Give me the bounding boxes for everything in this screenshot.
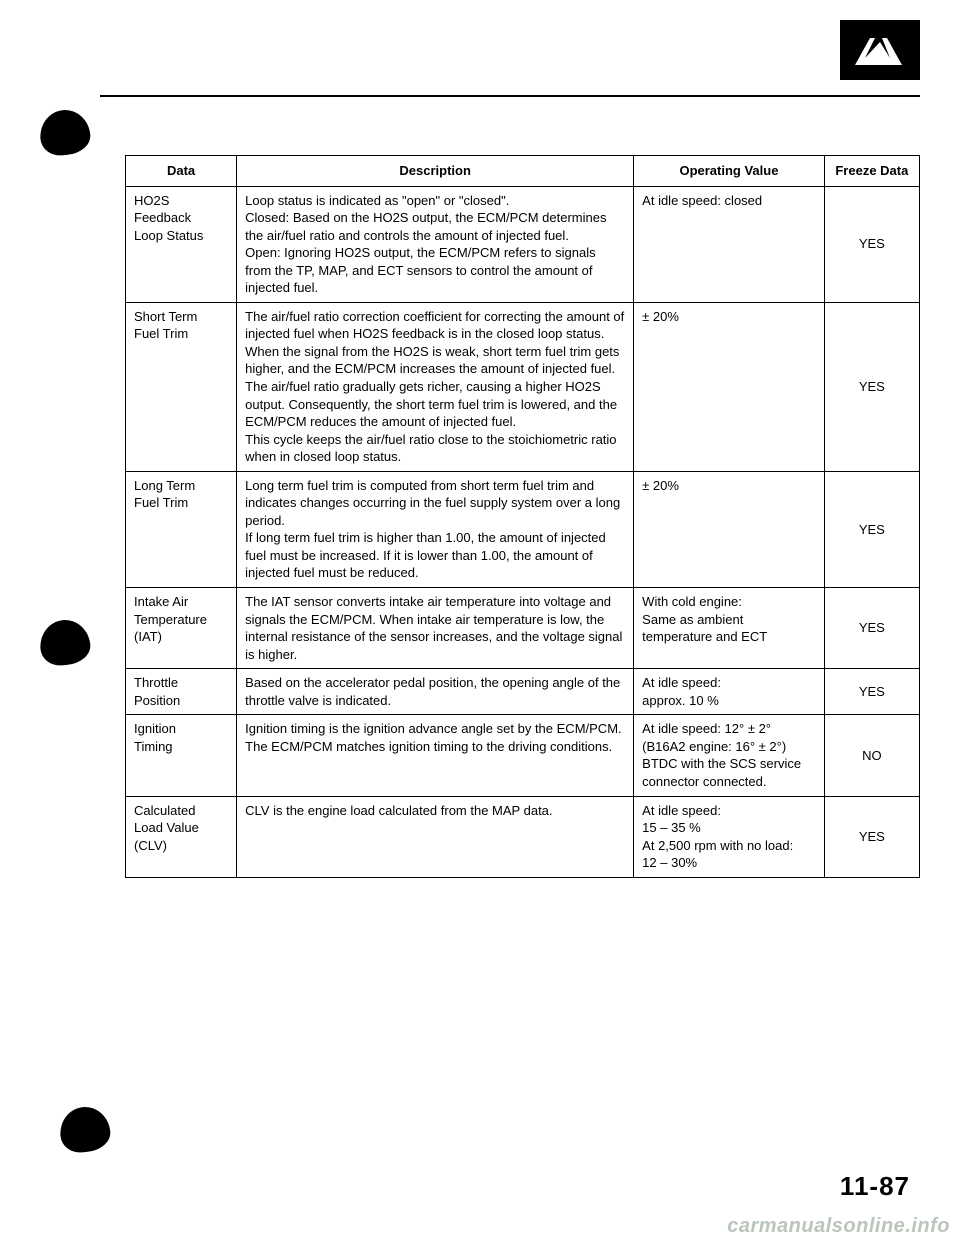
- cell-data: HO2SFeedbackLoop Status: [126, 186, 237, 302]
- col-freeze: Freeze Data: [824, 156, 919, 187]
- cell-operating: With cold engine:Same as ambient tempera…: [634, 588, 825, 669]
- table-header-row: Data Description Operating Value Freeze …: [126, 156, 920, 187]
- cell-data: Short TermFuel Trim: [126, 302, 237, 471]
- cell-description: CLV is the engine load calculated from t…: [237, 796, 634, 877]
- punch-mark-top: [38, 108, 92, 157]
- cell-freeze: YES: [824, 588, 919, 669]
- table-body: HO2SFeedbackLoop Status Loop status is i…: [126, 186, 920, 877]
- cell-operating: At idle speed:approx. 10 %: [634, 669, 825, 715]
- punch-mark-bottom: [58, 1105, 112, 1154]
- page: Data Description Operating Value Freeze …: [0, 0, 960, 1242]
- table-row: IgnitionTiming Ignition timing is the ig…: [126, 715, 920, 796]
- table-row: Short TermFuel Trim The air/fuel ratio c…: [126, 302, 920, 471]
- page-number: 11-87: [840, 1171, 910, 1202]
- watermark: carmanualsonline.info: [727, 1215, 950, 1238]
- table-row: HO2SFeedbackLoop Status Loop status is i…: [126, 186, 920, 302]
- cell-freeze: YES: [824, 471, 919, 587]
- cell-data: Long TermFuel Trim: [126, 471, 237, 587]
- header-rule: [100, 95, 920, 97]
- cell-operating: ± 20%: [634, 471, 825, 587]
- cell-description: Ignition timing is the ignition advance …: [237, 715, 634, 796]
- col-data: Data: [126, 156, 237, 187]
- cell-data: CalculatedLoad Value(CLV): [126, 796, 237, 877]
- col-description: Description: [237, 156, 634, 187]
- brand-logo: [840, 20, 920, 80]
- table-row: Intake AirTemperature(IAT) The IAT senso…: [126, 588, 920, 669]
- table-row: CalculatedLoad Value(CLV) CLV is the eng…: [126, 796, 920, 877]
- cell-description: Loop status is indicated as "open" or "c…: [237, 186, 634, 302]
- cell-operating: At idle speed:15 – 35 %At 2,500 rpm with…: [634, 796, 825, 877]
- cell-description: Long term fuel trim is computed from sho…: [237, 471, 634, 587]
- punch-mark-middle: [38, 618, 92, 667]
- cell-description: Based on the accelerator pedal position,…: [237, 669, 634, 715]
- cell-freeze: YES: [824, 669, 919, 715]
- cell-operating: ± 20%: [634, 302, 825, 471]
- cell-description: The IAT sensor converts intake air tempe…: [237, 588, 634, 669]
- cell-description: The air/fuel ratio correction coefficien…: [237, 302, 634, 471]
- cell-data: ThrottlePosition: [126, 669, 237, 715]
- cell-data: Intake AirTemperature(IAT): [126, 588, 237, 669]
- col-operating: Operating Value: [634, 156, 825, 187]
- cell-operating: At idle speed: 12° ± 2°(B16A2 engine: 16…: [634, 715, 825, 796]
- table-row: ThrottlePosition Based on the accelerato…: [126, 669, 920, 715]
- cell-freeze: YES: [824, 186, 919, 302]
- cell-data: IgnitionTiming: [126, 715, 237, 796]
- data-table-container: Data Description Operating Value Freeze …: [125, 155, 920, 878]
- cell-freeze: YES: [824, 302, 919, 471]
- cell-freeze: YES: [824, 796, 919, 877]
- cell-operating: At idle speed: closed: [634, 186, 825, 302]
- table-row: Long TermFuel Trim Long term fuel trim i…: [126, 471, 920, 587]
- data-table: Data Description Operating Value Freeze …: [125, 155, 920, 878]
- cell-freeze: NO: [824, 715, 919, 796]
